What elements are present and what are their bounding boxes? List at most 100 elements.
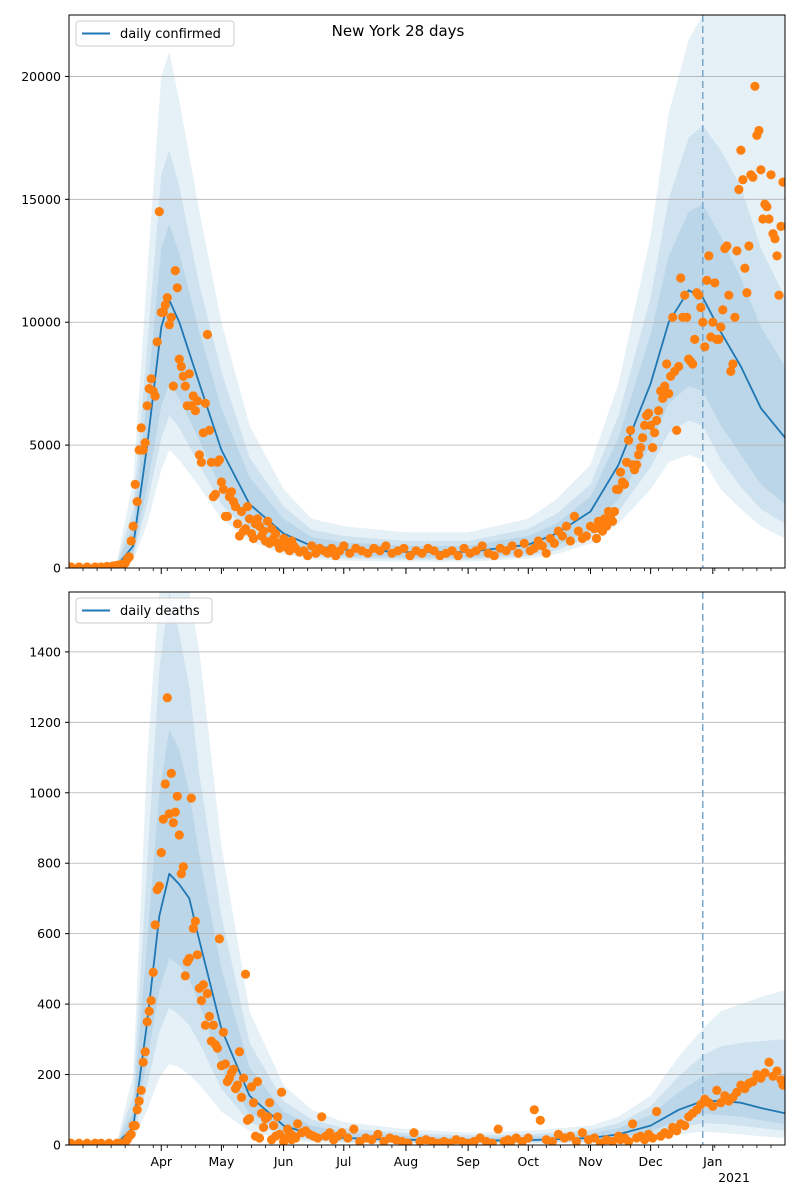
confirmed-data-point xyxy=(718,305,728,315)
deaths-data-point xyxy=(200,1020,210,1030)
confirmed-data-point xyxy=(252,514,263,524)
confirmed-data-point xyxy=(772,251,782,261)
deaths-data-point xyxy=(367,1135,377,1145)
deaths-data-point xyxy=(160,779,170,789)
deaths-data-point xyxy=(146,996,156,1006)
deaths-data-point xyxy=(134,1096,144,1106)
deaths-data-point xyxy=(716,1098,726,1108)
confirmed-data-point xyxy=(142,401,152,411)
deaths-data-point xyxy=(158,814,168,824)
confirmed-data-point xyxy=(565,536,576,546)
x-tick-label: Dec xyxy=(639,1154,663,1169)
confirmed-data-point xyxy=(226,487,237,497)
deaths-legend: daily deaths xyxy=(75,597,213,624)
confirmed-data-point xyxy=(242,502,253,512)
deaths-data-point xyxy=(69,1138,76,1145)
deaths-data-point xyxy=(246,1082,257,1092)
deaths-data-point xyxy=(82,1138,92,1145)
deaths-data-point xyxy=(136,1085,146,1095)
deaths-data-point xyxy=(218,1027,228,1037)
deaths-data-point xyxy=(192,950,202,960)
deaths-data-point xyxy=(343,1133,353,1143)
confirmed-data-point xyxy=(726,366,736,376)
deaths-data-point xyxy=(178,862,188,872)
confirmed-data-point xyxy=(730,312,740,322)
confirmed-data-point xyxy=(764,214,774,224)
confirmed-data-point xyxy=(557,531,568,541)
deaths-data-point xyxy=(325,1128,335,1138)
deaths-data-point xyxy=(156,848,166,858)
confirmed-data-point xyxy=(762,202,772,212)
x-tick-label: Jul xyxy=(335,1154,351,1169)
confirmed-band-inner xyxy=(69,204,785,568)
deaths-data-point xyxy=(254,1133,265,1143)
confirmed-data-point xyxy=(489,551,499,561)
confirmed-data-point xyxy=(700,342,710,352)
confirmed-data-point xyxy=(140,438,150,448)
confirmed-data-point xyxy=(126,536,136,546)
confirmed-data-point xyxy=(688,359,698,369)
deaths-data-point xyxy=(712,1085,722,1095)
confirmed-data-point xyxy=(714,334,724,344)
confirmed-data-point xyxy=(573,526,584,536)
deaths-data-point xyxy=(624,1136,634,1145)
confirmed-data-point xyxy=(613,484,624,494)
deaths-data-point xyxy=(162,693,172,703)
confirmed-data-point xyxy=(738,175,748,185)
deaths-data-point xyxy=(547,1136,557,1145)
confirmed-data-point xyxy=(662,359,672,369)
deaths-data-point xyxy=(172,791,182,801)
confirmed-data-point xyxy=(644,408,654,418)
deaths-data-point xyxy=(535,1115,545,1125)
deaths-data-point xyxy=(234,1047,245,1057)
confirmed-data-point xyxy=(204,425,214,435)
deaths-data-point xyxy=(628,1119,638,1129)
confirmed-data-point xyxy=(690,334,700,344)
confirmed-data-point xyxy=(507,541,517,551)
confirmed-plot-area xyxy=(69,15,785,568)
confirmed-data-point xyxy=(710,278,720,288)
deaths-data-point xyxy=(293,1119,303,1129)
confirmed-data-point xyxy=(696,302,706,313)
confirmed-data-point xyxy=(750,81,760,91)
confirmed-data-point xyxy=(258,526,269,536)
deaths-data-point xyxy=(648,1133,658,1143)
deaths-data-point xyxy=(232,1080,243,1090)
confirmed-data-point xyxy=(668,312,678,322)
confirmed-data-point xyxy=(263,516,273,526)
deaths-data-point xyxy=(236,1092,247,1102)
deaths-data-point xyxy=(778,1080,785,1090)
deaths-data-point xyxy=(258,1122,269,1132)
confirmed-data-point xyxy=(303,551,313,561)
x-tick-label: Sep xyxy=(456,1154,480,1169)
deaths-data-point xyxy=(174,830,184,840)
confirmed-data-point xyxy=(674,361,684,372)
confirmed-data-point xyxy=(740,263,750,273)
confirmed-data-point xyxy=(136,423,146,433)
deaths-legend-box xyxy=(75,597,213,624)
confirmed-data-point xyxy=(82,562,92,568)
deaths-data-point xyxy=(565,1131,576,1141)
deaths-data-point xyxy=(96,1138,106,1145)
deaths-ytick-label: 1200 xyxy=(29,715,61,730)
confirmed-data-point xyxy=(174,354,184,364)
confirmed-data-point xyxy=(176,361,186,372)
deaths-data-point xyxy=(176,869,186,879)
confirmed-ytick-label: 10000 xyxy=(21,315,61,330)
deaths-data-point xyxy=(212,1043,222,1053)
deaths-data-point xyxy=(144,1006,154,1016)
confirmed-band-outer xyxy=(69,15,785,568)
confirmed-ytick-label: 15000 xyxy=(21,192,61,207)
confirmed-data-point xyxy=(271,529,281,539)
deaths-data-point xyxy=(589,1133,600,1143)
confirmed-data-point xyxy=(650,428,660,438)
confirmed-data-point xyxy=(754,125,764,136)
confirmed-plot-frame xyxy=(68,14,786,569)
deaths-data-point xyxy=(184,953,194,963)
confirmed-data-point xyxy=(728,359,738,369)
confirmed-data-point xyxy=(399,543,409,553)
x-tick-label: Nov xyxy=(578,1154,603,1169)
confirmed-data-point xyxy=(222,511,232,521)
deaths-data-point xyxy=(214,934,224,944)
confirmed-data-point xyxy=(180,381,190,391)
